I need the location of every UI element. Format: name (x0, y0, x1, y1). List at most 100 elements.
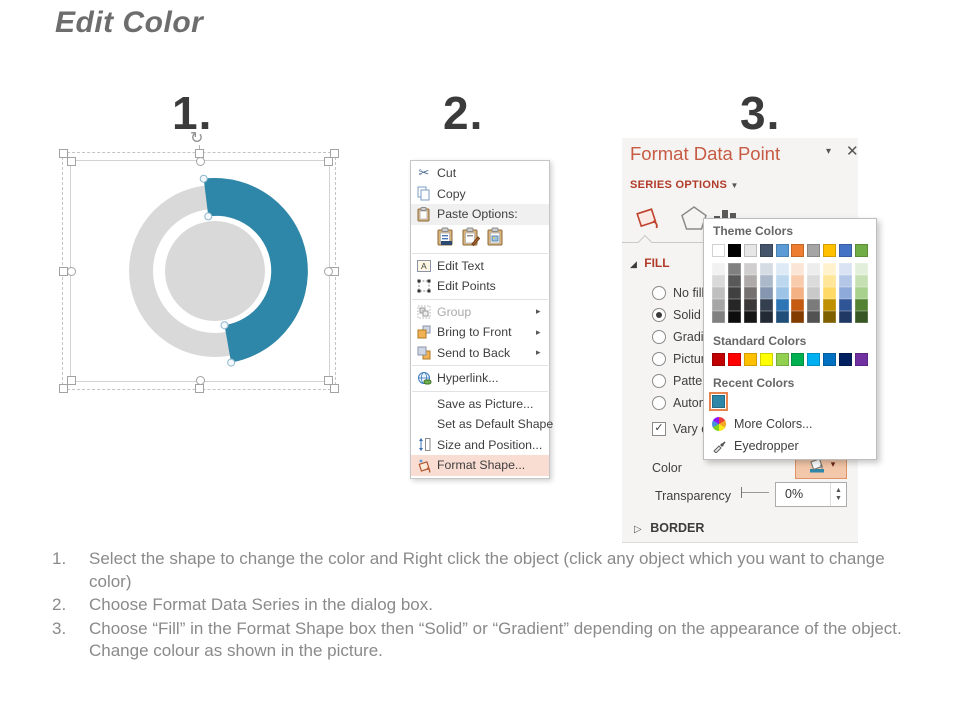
color-swatch[interactable] (839, 244, 852, 257)
color-swatch[interactable] (823, 353, 837, 366)
color-swatch[interactable] (839, 275, 852, 287)
color-swatch[interactable] (854, 311, 868, 323)
spinner-arrows-icon[interactable]: ▲ ▼ (830, 483, 846, 506)
color-swatch[interactable] (807, 311, 821, 323)
color-swatch[interactable] (807, 287, 821, 299)
transparency-value[interactable]: 0% (785, 487, 804, 501)
menu-item-save-as-picture[interactable]: Save as Picture... (411, 394, 549, 415)
menu-item-format-shape[interactable]: Format Shape... (411, 455, 549, 476)
resize-handle[interactable] (324, 157, 333, 166)
color-swatch[interactable] (791, 263, 805, 275)
paste-keep-source-icon[interactable] (437, 227, 456, 247)
color-swatch[interactable] (791, 311, 805, 323)
color-swatch[interactable] (854, 353, 868, 366)
color-swatch[interactable] (791, 244, 805, 257)
arc-endpoint-handle[interactable] (199, 174, 208, 183)
color-swatch[interactable] (807, 275, 821, 287)
color-swatch[interactable] (854, 287, 868, 299)
color-swatch[interactable] (854, 299, 868, 311)
arc-endpoint-handle[interactable] (204, 212, 213, 221)
fill-section-header[interactable]: ◢ FILL (630, 256, 670, 270)
color-swatch[interactable] (807, 299, 821, 311)
color-swatch[interactable] (759, 287, 773, 299)
color-swatch[interactable] (839, 287, 852, 299)
pane-menu-icon[interactable]: ▾ (826, 146, 832, 157)
color-swatch[interactable] (712, 263, 725, 275)
more-colors-item[interactable]: More Colors... (712, 417, 813, 431)
color-swatch[interactable] (727, 311, 741, 323)
color-swatch[interactable] (727, 353, 741, 366)
color-swatch[interactable] (823, 275, 837, 287)
resize-handle[interactable] (324, 267, 333, 276)
color-swatch[interactable] (807, 244, 821, 257)
radio-icon[interactable] (652, 330, 666, 344)
color-swatch[interactable] (759, 275, 773, 287)
color-swatch[interactable] (807, 353, 821, 366)
menu-item-size-and-position[interactable]: Size and Position... (411, 435, 549, 456)
radio-icon[interactable] (652, 286, 666, 300)
color-swatch[interactable] (791, 287, 805, 299)
color-swatch[interactable] (775, 275, 789, 287)
radio-icon[interactable] (652, 374, 666, 388)
color-swatch[interactable] (854, 263, 868, 275)
menu-item-send-to-back[interactable]: Send to Back ▸ (411, 343, 549, 364)
color-swatch[interactable] (712, 311, 725, 323)
close-icon[interactable]: ✕ (846, 143, 859, 160)
color-swatch[interactable] (775, 287, 789, 299)
color-swatch[interactable] (823, 311, 837, 323)
color-swatch[interactable] (743, 287, 757, 299)
color-swatch[interactable] (709, 392, 728, 411)
color-swatch[interactable] (823, 263, 837, 275)
color-swatch[interactable] (743, 263, 757, 275)
resize-handle[interactable] (330, 384, 339, 393)
color-swatch[interactable] (727, 299, 741, 311)
color-swatch[interactable] (775, 263, 789, 275)
radio-icon[interactable] (652, 396, 666, 410)
color-swatch[interactable] (727, 263, 741, 275)
color-swatch[interactable] (712, 299, 725, 311)
color-swatch[interactable] (712, 353, 725, 366)
color-swatch[interactable] (854, 275, 868, 287)
donut-center-disc[interactable] (165, 221, 265, 321)
transparency-slider-thumb[interactable] (741, 487, 742, 498)
color-swatch[interactable] (759, 263, 773, 275)
color-swatch[interactable] (727, 287, 741, 299)
color-swatch[interactable] (743, 244, 757, 257)
color-swatch[interactable] (823, 287, 837, 299)
eyedropper-item[interactable]: Eyedropper (712, 439, 799, 453)
color-swatch[interactable] (839, 353, 852, 366)
radio-icon[interactable] (652, 352, 666, 366)
menu-item-hyperlink[interactable]: Hyperlink... (411, 368, 549, 389)
color-swatch[interactable] (712, 275, 725, 287)
color-swatch[interactable] (759, 311, 773, 323)
color-swatch[interactable] (712, 287, 725, 299)
color-swatch[interactable] (823, 299, 837, 311)
resize-handle[interactable] (196, 157, 205, 166)
color-swatch[interactable] (823, 244, 837, 257)
menu-item-group[interactable]: Group ▸ (411, 302, 549, 323)
color-swatch[interactable] (743, 353, 757, 366)
paste-keep-formatting-icon[interactable] (462, 227, 481, 247)
color-swatch[interactable] (791, 299, 805, 311)
color-swatch[interactable] (775, 353, 789, 366)
radio-no-fill[interactable]: No fill (652, 286, 704, 300)
menu-item-copy[interactable]: Copy (411, 184, 549, 205)
radio-selected-icon[interactable] (652, 308, 666, 322)
color-swatch[interactable] (807, 263, 821, 275)
menu-item-cut[interactable]: ✂ Cut (411, 163, 549, 184)
color-swatch[interactable] (759, 244, 773, 257)
resize-handle[interactable] (330, 149, 339, 158)
transparency-input[interactable]: 0% ▲ ▼ (775, 482, 847, 507)
plot-area-selection-box[interactable] (67, 157, 333, 385)
color-swatch[interactable] (775, 299, 789, 311)
menu-item-bring-to-front[interactable]: Bring to Front ▸ (411, 322, 549, 343)
color-swatch[interactable] (791, 275, 805, 287)
arc-endpoint-handle[interactable] (220, 321, 229, 330)
series-options-dropdown[interactable]: SERIES OPTIONS ▼ (630, 179, 739, 191)
checkbox-checked-icon[interactable]: ✓ (652, 422, 666, 436)
color-swatch[interactable] (727, 244, 741, 257)
color-swatch[interactable] (743, 299, 757, 311)
fill-line-tab-icon[interactable] (632, 202, 664, 236)
arc-endpoint-handle[interactable] (227, 358, 236, 367)
color-swatch[interactable] (775, 311, 789, 323)
